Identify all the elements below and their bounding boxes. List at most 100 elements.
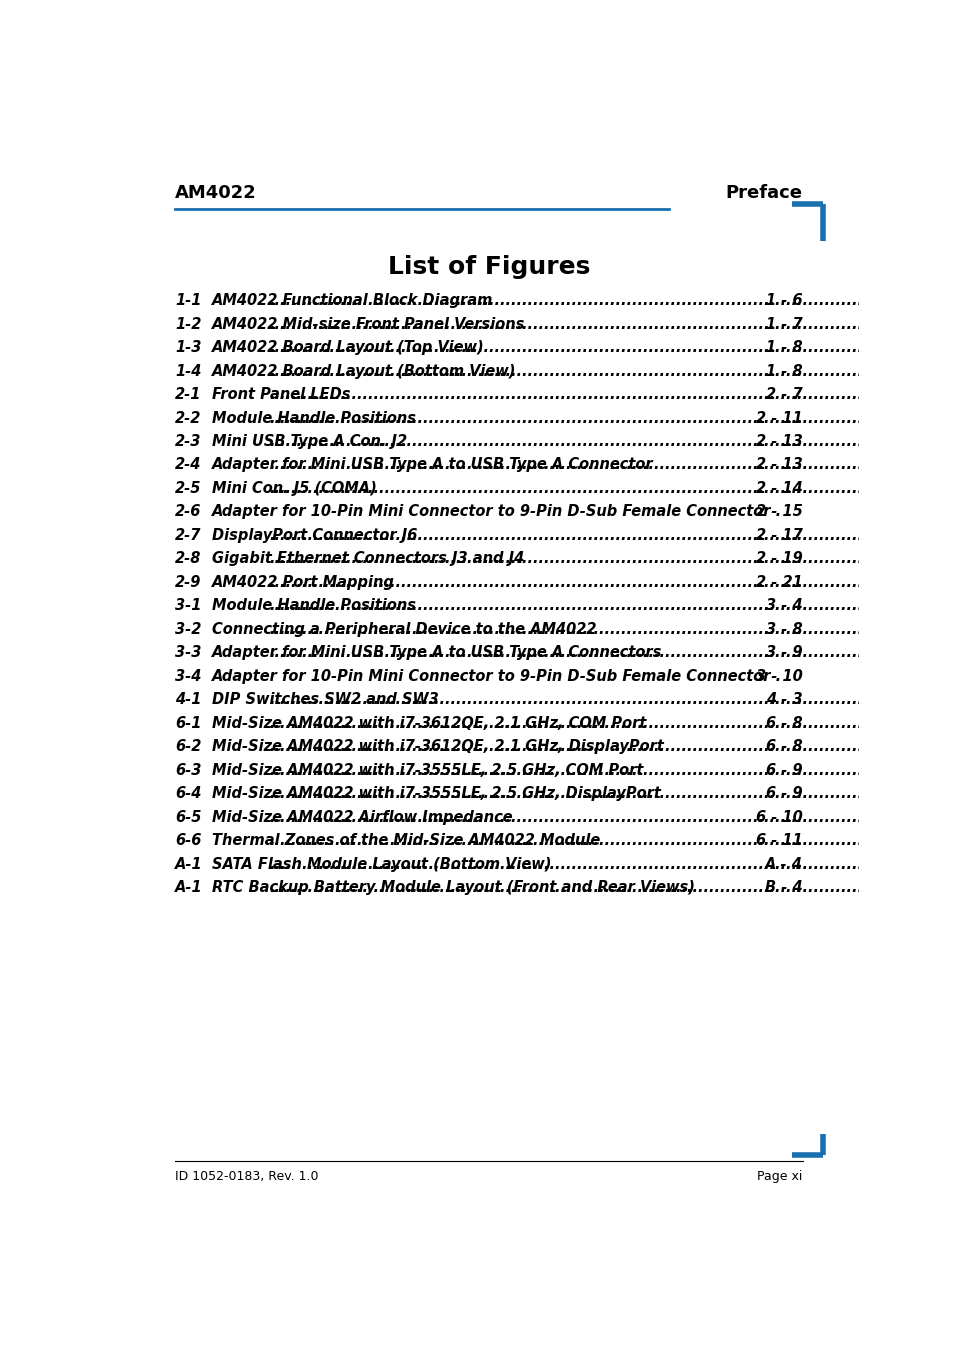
Text: AM4022 Board Layout (Top View): AM4022 Board Layout (Top View)	[212, 340, 484, 355]
Text: 2 - 13: 2 - 13	[756, 458, 802, 472]
Text: AM4022 Port Mapping: AM4022 Port Mapping	[212, 575, 395, 590]
Text: Adapter for 10-Pin Mini Connector to 9-Pin D-Sub Female Connector .: Adapter for 10-Pin Mini Connector to 9-P…	[212, 505, 781, 520]
Text: ................................................................................: ........................................…	[270, 528, 929, 543]
Text: ................................................................................: ........................................…	[270, 810, 929, 825]
Text: Gigabit Ethernet Connectors J3 and J4: Gigabit Ethernet Connectors J3 and J4	[212, 551, 524, 567]
Text: 1-4: 1-4	[174, 363, 201, 378]
Text: Mid-Size AM4022 with i7-3612QE, 2.1 GHz, COM Port: Mid-Size AM4022 with i7-3612QE, 2.1 GHz,…	[212, 716, 646, 730]
Text: 3 - 9: 3 - 9	[765, 645, 802, 660]
Text: Mini USB Type A Con. J2: Mini USB Type A Con. J2	[212, 433, 407, 450]
Text: 6-5: 6-5	[174, 810, 201, 825]
Text: Front Panel LEDs: Front Panel LEDs	[212, 387, 351, 402]
Text: A - 4: A - 4	[764, 857, 802, 872]
Text: ................................................................................: ........................................…	[270, 363, 929, 378]
Text: ................................................................................: ........................................…	[270, 857, 929, 872]
Text: ................................................................................: ........................................…	[270, 481, 929, 495]
Text: ................................................................................: ........................................…	[270, 693, 929, 707]
Text: 6-1: 6-1	[174, 716, 201, 730]
Text: 2 - 17: 2 - 17	[756, 528, 802, 543]
Text: 3-4: 3-4	[174, 668, 201, 684]
Text: 2-5: 2-5	[174, 481, 201, 495]
Text: 4-1: 4-1	[174, 693, 201, 707]
Text: ................................................................................: ........................................…	[270, 317, 929, 332]
Text: 6 - 8: 6 - 8	[765, 716, 802, 730]
Text: 6 - 9: 6 - 9	[765, 763, 802, 778]
Text: 6 - 8: 6 - 8	[765, 740, 802, 755]
Text: Adapter for Mini USB Type A to USB Type A Connector: Adapter for Mini USB Type A to USB Type …	[212, 458, 653, 472]
Text: AM4022 Mid-size Front Panel Versions: AM4022 Mid-size Front Panel Versions	[212, 317, 525, 332]
Text: AM4022: AM4022	[174, 184, 256, 201]
Text: 1 - 7: 1 - 7	[765, 317, 802, 332]
Text: RTC Backup Battery Module Layout (Front and Rear Views): RTC Backup Battery Module Layout (Front …	[212, 880, 695, 895]
Text: 2 - 15: 2 - 15	[756, 505, 802, 520]
Text: 2-2: 2-2	[174, 410, 201, 425]
Text: List of Figures: List of Figures	[387, 255, 590, 279]
Text: Connecting a Peripheral Device to the AM4022: Connecting a Peripheral Device to the AM…	[212, 622, 597, 637]
Text: 1-1: 1-1	[174, 293, 201, 308]
Text: Mid-Size AM4022 with i7-3555LE, 2.5 GHz, COM Port: Mid-Size AM4022 with i7-3555LE, 2.5 GHz,…	[212, 763, 643, 778]
Text: 2-8: 2-8	[174, 551, 201, 567]
Text: ................................................................................: ........................................…	[270, 340, 929, 355]
Text: 3 - 4: 3 - 4	[765, 598, 802, 613]
Text: ................................................................................: ........................................…	[270, 598, 929, 613]
Text: 2-9: 2-9	[174, 575, 201, 590]
Text: 3-2: 3-2	[174, 622, 201, 637]
Text: 2-3: 2-3	[174, 433, 201, 450]
Text: 6-4: 6-4	[174, 786, 201, 802]
Text: 6 - 9: 6 - 9	[765, 786, 802, 802]
Text: 6 - 10: 6 - 10	[756, 810, 802, 825]
Text: ................................................................................: ........................................…	[270, 833, 929, 848]
Text: Module Handle Positions: Module Handle Positions	[212, 598, 416, 613]
Text: ................................................................................: ........................................…	[270, 387, 929, 402]
Text: 6 - 11: 6 - 11	[756, 833, 802, 848]
Text: 2-6: 2-6	[174, 505, 201, 520]
Text: 2-4: 2-4	[174, 458, 201, 472]
Text: Adapter for 10-Pin Mini Connector to 9-Pin D-Sub Female Connector .: Adapter for 10-Pin Mini Connector to 9-P…	[212, 668, 781, 684]
Text: ................................................................................: ........................................…	[270, 740, 929, 755]
Text: ................................................................................: ........................................…	[270, 293, 929, 308]
Text: ................................................................................: ........................................…	[270, 645, 929, 660]
Text: DisplayPort Connector J6: DisplayPort Connector J6	[212, 528, 417, 543]
Text: 4 - 3: 4 - 3	[765, 693, 802, 707]
Text: B - 4: B - 4	[764, 880, 802, 895]
Text: DIP Switches SW2 and SW3: DIP Switches SW2 and SW3	[212, 693, 438, 707]
Text: ................................................................................: ........................................…	[270, 433, 929, 450]
Text: 3-1: 3-1	[174, 598, 201, 613]
Text: ................................................................................: ........................................…	[270, 458, 929, 472]
Text: ................................................................................: ........................................…	[270, 716, 929, 730]
Text: 3-3: 3-3	[174, 645, 201, 660]
Text: ................................................................................: ........................................…	[270, 410, 929, 425]
Text: Preface: Preface	[725, 184, 802, 201]
Text: ................................................................................: ........................................…	[270, 880, 929, 895]
Text: AM4022 Board Layout (Bottom View): AM4022 Board Layout (Bottom View)	[212, 363, 517, 378]
Text: Mid-Size AM4022 with i7-3555LE, 2.5 GHz, DisplayPort: Mid-Size AM4022 with i7-3555LE, 2.5 GHz,…	[212, 786, 660, 802]
Text: A-1: A-1	[174, 880, 202, 895]
Text: 1 - 8: 1 - 8	[765, 340, 802, 355]
Text: ................................................................................: ........................................…	[270, 575, 929, 590]
Text: 2 - 11: 2 - 11	[756, 410, 802, 425]
Text: ................................................................................: ........................................…	[270, 763, 929, 778]
Text: Adapter for Mini USB Type A to USB Type A Connectors: Adapter for Mini USB Type A to USB Type …	[212, 645, 662, 660]
Text: Mid-Size AM4022 Airflow Impedance: Mid-Size AM4022 Airflow Impedance	[212, 810, 513, 825]
Text: Mid-Size AM4022 with i7-3612QE, 2.1 GHz, DisplayPort: Mid-Size AM4022 with i7-3612QE, 2.1 GHz,…	[212, 740, 663, 755]
Text: SATA Flash Module Layout (Bottom View): SATA Flash Module Layout (Bottom View)	[212, 857, 551, 872]
Text: 1-3: 1-3	[174, 340, 201, 355]
Text: 6-3: 6-3	[174, 763, 201, 778]
Text: 1-2: 1-2	[174, 317, 201, 332]
Text: 6-2: 6-2	[174, 740, 201, 755]
Text: Module Handle Positions: Module Handle Positions	[212, 410, 421, 425]
Text: ................................................................................: ........................................…	[270, 551, 929, 567]
Text: A-1: A-1	[174, 857, 202, 872]
Text: 2 - 21: 2 - 21	[756, 575, 802, 590]
Text: 2-7: 2-7	[174, 528, 201, 543]
Text: Thermal Zones of the Mid-Size AM4022 Module: Thermal Zones of the Mid-Size AM4022 Mod…	[212, 833, 599, 848]
Text: Page xi: Page xi	[757, 1169, 802, 1183]
Text: 3 - 8: 3 - 8	[765, 622, 802, 637]
Text: 6-6: 6-6	[174, 833, 201, 848]
Text: ID 1052-0183, Rev. 1.0: ID 1052-0183, Rev. 1.0	[174, 1169, 318, 1183]
Text: 2 - 13: 2 - 13	[756, 433, 802, 450]
Text: AM4022 Functional Block Diagram: AM4022 Functional Block Diagram	[212, 293, 493, 308]
Text: 2 - 19: 2 - 19	[756, 551, 802, 567]
Text: 3 - 10: 3 - 10	[756, 668, 802, 684]
Text: ................................................................................: ........................................…	[270, 622, 929, 637]
